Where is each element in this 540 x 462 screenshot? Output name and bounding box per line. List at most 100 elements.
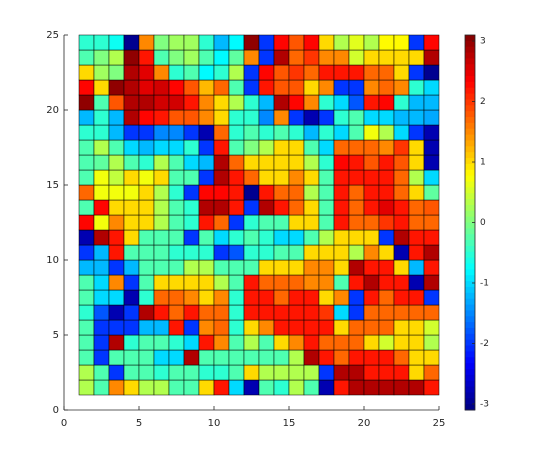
heatmap-cell [198,94,215,111]
heatmap-cell [303,289,320,306]
heatmap-cell [183,34,200,51]
heatmap-cell [273,259,290,276]
heatmap-cell [108,259,125,276]
heatmap-cell [243,34,260,51]
heatmap-cell [78,64,95,81]
heatmap-cell [363,304,380,321]
heatmap-cell [108,184,125,201]
heatmap-cell [363,94,380,111]
colorbar-strip [465,240,475,247]
heatmap-cell [153,349,170,366]
heatmap-cell [228,334,245,351]
heatmap-cell [333,79,350,96]
heatmap-cell [258,169,275,186]
heatmap-cell [273,289,290,306]
heatmap-cell [258,109,275,126]
heatmap-cell [198,364,215,381]
heatmap-cell [198,214,215,231]
heatmap-cell [243,49,260,66]
heatmap-cell [243,289,260,306]
heatmap-cell [123,184,140,201]
heatmap-cell [363,139,380,156]
heatmap-cell [168,169,185,186]
heatmap-cell [423,94,440,111]
heatmap-cell [258,214,275,231]
heatmap-cell [318,79,335,96]
heatmap-cell [288,139,305,156]
heatmap-cell [213,349,230,366]
heatmap-cell [318,214,335,231]
heatmap-cell [183,304,200,321]
heatmap-cell [78,79,95,96]
heatmap-cell [93,274,110,291]
colorbar-tick-label: 2 [480,97,486,107]
heatmap-cell [348,184,365,201]
heatmap-cell [423,184,440,201]
heatmap-cell [123,289,140,306]
heatmap-cell [363,199,380,216]
heatmap-cell [168,199,185,216]
heatmap-cell [378,34,395,51]
colorbar-strip [465,163,475,171]
heatmap-cell [168,364,185,381]
heatmap-cell [258,229,275,246]
heatmap-cell [288,79,305,96]
heatmap-cell [108,154,125,171]
heatmap-cell [333,334,350,351]
heatmap-cell [423,139,440,156]
colorbar-strip [465,181,475,188]
heatmap-cell [258,49,275,66]
heatmap-cell [183,229,200,246]
heatmap-cell [153,79,170,96]
heatmap-cell [168,259,185,276]
heatmap-cell [393,34,410,51]
heatmap-cell [423,34,440,51]
heatmap-cell [318,244,335,261]
heatmap-cell [93,184,110,201]
heatmap-cell [408,109,425,126]
colorbar-strip [465,292,475,300]
heatmap-cell [213,334,230,351]
heatmap-cell [273,244,290,261]
heatmap-cell [183,64,200,81]
colorbar-strip [465,158,475,165]
heatmap-cell [303,199,320,216]
heatmap-cell [108,169,125,186]
colorbar-tick-label: 3 [480,37,486,47]
heatmap-cell [93,199,110,216]
heatmap-cell [423,214,440,231]
heatmap-cell [123,79,140,96]
heatmap-cell [108,124,125,141]
x-tick-label: 15 [283,418,296,429]
heatmap-cell [198,334,215,351]
heatmap-cell [228,64,245,81]
heatmap-cell [243,214,260,231]
heatmap-cell [78,364,95,381]
heatmap-cell [363,364,380,381]
heatmap-cell [168,319,185,336]
heatmap-cell [303,364,320,381]
colorbar-strip [465,146,475,153]
heatmap-cell [108,274,125,291]
heatmap-cell [378,259,395,276]
heatmap-cell [288,349,305,366]
heatmap-cell [303,154,320,171]
heatmap-cell [123,349,140,366]
colorbar-strip [465,93,475,100]
colorbar-strip [465,70,475,77]
heatmap-cell [318,379,335,396]
heatmap-cell [393,139,410,156]
heatmap-cell [423,259,440,276]
colorbar-strip [465,169,475,177]
heatmap-cell [123,379,140,396]
heatmap-cell [168,124,185,141]
heatmap-cell [93,49,110,66]
heatmap-cell [93,169,110,186]
heatmap-cell [393,49,410,66]
heatmap-cell [198,289,215,306]
heatmap-cell [273,274,290,291]
heatmap-cell [93,214,110,231]
heatmap-cell [213,109,230,126]
heatmap-cell [408,199,425,216]
heatmap-cell [258,94,275,111]
